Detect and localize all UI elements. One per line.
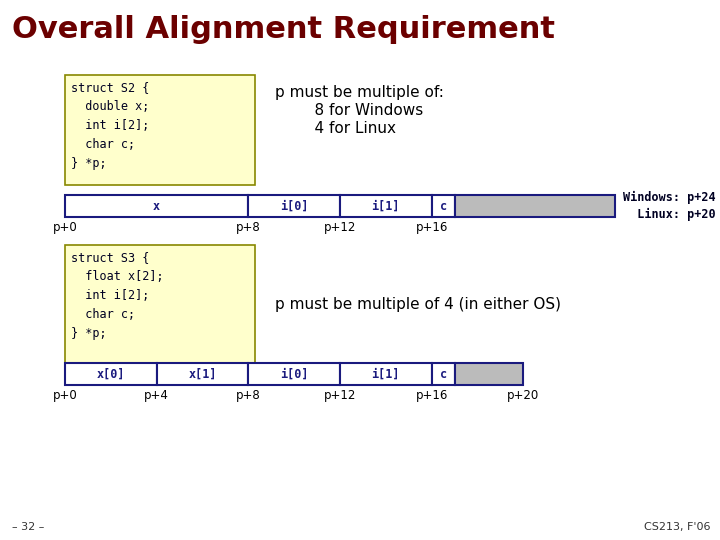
Text: Windows: p+24: Windows: p+24 bbox=[623, 191, 716, 204]
Bar bbox=[340, 195, 432, 217]
Bar bbox=[65, 195, 248, 217]
Text: 4 for Linux: 4 for Linux bbox=[295, 121, 396, 136]
Text: 8 for Windows: 8 for Windows bbox=[295, 103, 423, 118]
Text: c: c bbox=[440, 199, 446, 213]
Bar bbox=[432, 195, 454, 217]
Text: x: x bbox=[153, 199, 161, 213]
Text: p must be multiple of:: p must be multiple of: bbox=[275, 85, 444, 100]
Bar bbox=[65, 363, 157, 385]
Text: – 32 –: – 32 – bbox=[12, 522, 45, 532]
Text: i[1]: i[1] bbox=[372, 368, 400, 381]
Bar bbox=[248, 195, 340, 217]
Text: p+12: p+12 bbox=[324, 389, 356, 402]
Text: x[1]: x[1] bbox=[188, 368, 217, 381]
Text: p+0: p+0 bbox=[53, 221, 77, 234]
Text: p+12: p+12 bbox=[324, 221, 356, 234]
Text: i[0]: i[0] bbox=[280, 199, 308, 213]
Text: i[1]: i[1] bbox=[372, 199, 400, 213]
Text: p+20: p+20 bbox=[507, 389, 539, 402]
Text: p must be multiple of 4 (in either OS): p must be multiple of 4 (in either OS) bbox=[275, 298, 561, 313]
Bar bbox=[432, 363, 454, 385]
Text: p+8: p+8 bbox=[236, 221, 261, 234]
Text: x[0]: x[0] bbox=[96, 368, 125, 381]
Bar bbox=[454, 195, 615, 217]
Text: p+16: p+16 bbox=[415, 389, 448, 402]
Text: p+4: p+4 bbox=[144, 389, 169, 402]
Text: CS213, F'06: CS213, F'06 bbox=[644, 522, 710, 532]
Bar bbox=[454, 363, 523, 385]
Text: p+0: p+0 bbox=[53, 389, 77, 402]
Bar bbox=[340, 363, 432, 385]
Text: struct S2 {
  double x;
  int i[2];
  char c;
} *p;: struct S2 { double x; int i[2]; char c; … bbox=[71, 81, 149, 170]
FancyBboxPatch shape bbox=[65, 75, 255, 185]
Bar bbox=[157, 363, 248, 385]
Text: c: c bbox=[440, 368, 446, 381]
Text: Linux: p+20: Linux: p+20 bbox=[623, 208, 716, 221]
Text: Overall Alignment Requirement: Overall Alignment Requirement bbox=[12, 15, 555, 44]
Text: p+8: p+8 bbox=[236, 389, 261, 402]
Bar bbox=[248, 363, 340, 385]
Text: p+16: p+16 bbox=[415, 221, 448, 234]
Text: struct S3 {
  float x[2];
  int i[2];
  char c;
} *p;: struct S3 { float x[2]; int i[2]; char c… bbox=[71, 251, 163, 340]
Text: i[0]: i[0] bbox=[280, 368, 308, 381]
FancyBboxPatch shape bbox=[65, 245, 255, 365]
